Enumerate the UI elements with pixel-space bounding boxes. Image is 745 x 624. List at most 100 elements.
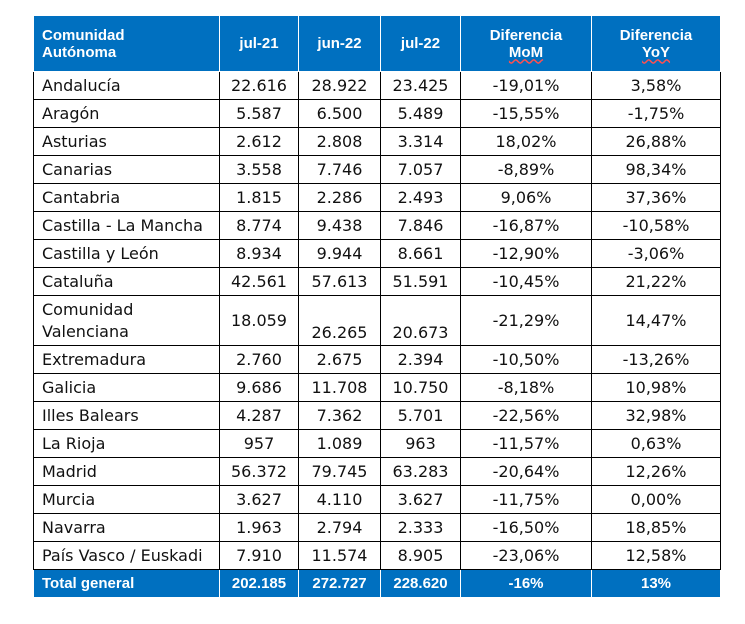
cell-jul22: 7.846	[380, 211, 461, 240]
header-jul22: jul-22	[380, 15, 461, 72]
cell-yoy: -13,26%	[591, 345, 721, 374]
cell-jun22: 11.708	[298, 373, 381, 402]
region-name: País Vasco / Euskadi	[33, 541, 220, 570]
cell-yoy: 0,00%	[591, 485, 721, 514]
cell-yoy: 10,98%	[591, 373, 721, 402]
total-yoy: 13%	[591, 569, 721, 598]
table-row: Cantabria 1.815 2.286 2.493 9,06% 37,36%	[33, 183, 721, 212]
cell-jun22: 4.110	[298, 485, 381, 514]
cell-yoy: 26,88%	[591, 127, 721, 156]
cell-jul22: 8.661	[380, 239, 461, 268]
region-name: Murcia	[33, 485, 220, 514]
cell-jul22: 10.750	[380, 373, 461, 402]
cell-yoy: 21,22%	[591, 267, 721, 296]
region-name: Extremadura	[33, 345, 220, 374]
total-jul22: 228.620	[380, 569, 461, 598]
region-name: Illes Balears	[33, 401, 220, 430]
cell-yoy: 18,85%	[591, 513, 721, 542]
cell-jul22: 3.314	[380, 127, 461, 156]
table-row: Illes Balears 4.287 7.362 5.701 -22,56% 32,98…	[33, 401, 721, 430]
cell-jul21: 1.815	[219, 183, 299, 212]
cell-jun22: 57.613	[298, 267, 381, 296]
cell-jul22: 7.057	[380, 155, 461, 184]
cell-jul21: 7.910	[219, 541, 299, 570]
cell-jul22: 3.627	[380, 485, 461, 514]
cell-jul22: 23.425	[380, 71, 461, 100]
table-row: Cataluña 42.561 57.613 51.591 -10,45% 21,22%	[33, 267, 721, 296]
table-row: Madrid 56.372 79.745 63.283 -20,64% 12,26%	[33, 457, 721, 486]
cell-mom: -21,29%	[460, 295, 592, 346]
cell-mom: -10,50%	[460, 345, 592, 374]
table-row: Castilla y León 8.934 9.944 8.661 -12,90% -3,…	[33, 239, 721, 268]
cell-mom: -8,89%	[460, 155, 592, 184]
table-row: Murcia 3.627 4.110 3.627 -11,75% 0,00%	[33, 485, 721, 514]
total-row: Total general 202.185 272.727 228.620 -1…	[33, 569, 721, 598]
header-jul21: jul-21	[219, 15, 299, 72]
cell-yoy: 37,36%	[591, 183, 721, 212]
region-name: La Rioja	[33, 429, 220, 458]
cell-mom: -23,06%	[460, 541, 592, 570]
cell-jul22: 2.394	[380, 345, 461, 374]
header-mom: Diferencia MoM	[460, 15, 592, 72]
cell-yoy: 98,34%	[591, 155, 721, 184]
cell-jun22: 1.089	[298, 429, 381, 458]
table-row: Comunidad Valenciana 18.059 26.265 20.673 -2…	[33, 295, 721, 346]
cell-jul21: 4.287	[219, 401, 299, 430]
cell-jun22: 2.286	[298, 183, 381, 212]
cell-jun22: 7.746	[298, 155, 381, 184]
cell-mom: -16,87%	[460, 211, 592, 240]
header-jun22: jun-22	[298, 15, 381, 72]
cell-jul21: 8.934	[219, 239, 299, 268]
cell-jul21: 3.558	[219, 155, 299, 184]
table-row: País Vasco / Euskadi 7.910 11.574 8.905 -23,…	[33, 541, 721, 570]
cell-jul22: 63.283	[380, 457, 461, 486]
cell-yoy: 12,58%	[591, 541, 721, 570]
table-row: Extremadura 2.760 2.675 2.394 -10,50% -13,26%	[33, 345, 721, 374]
cell-jul21: 22.616	[219, 71, 299, 100]
cell-jul22: 5.701	[380, 401, 461, 430]
table-row: Aragón 5.587 6.500 5.489 -15,55% -1,75%	[33, 99, 721, 128]
table-row: Galicia 9.686 11.708 10.750 -8,18% 10,98%	[33, 373, 721, 402]
cell-jun22: 6.500	[298, 99, 381, 128]
cell-mom: -15,55%	[460, 99, 592, 128]
cell-yoy: 32,98%	[591, 401, 721, 430]
header-region: Comunidad Autónoma	[33, 15, 220, 72]
cell-mom: -22,56%	[460, 401, 592, 430]
cell-mom: -20,64%	[460, 457, 592, 486]
cell-jun22: 79.745	[298, 457, 381, 486]
table-row: Navarra 1.963 2.794 2.333 -16,50% 18,85%	[33, 513, 721, 542]
cell-jun22: 11.574	[298, 541, 381, 570]
total-jun22: 272.727	[298, 569, 381, 598]
cell-jun22: 9.438	[298, 211, 381, 240]
cell-jul22: 5.489	[380, 99, 461, 128]
region-name: Aragón	[33, 99, 220, 128]
header-row: Comunidad Autónoma jul-21 jun-22 jul-22 …	[33, 15, 721, 72]
cell-mom: -12,90%	[460, 239, 592, 268]
cell-yoy: 3,58%	[591, 71, 721, 100]
table-row: Canarias 3.558 7.746 7.057 -8,89% 98,34%	[33, 155, 721, 184]
cell-mom: -11,57%	[460, 429, 592, 458]
region-name: Asturias	[33, 127, 220, 156]
cell-jun22: 2.675	[298, 345, 381, 374]
cell-jul21: 5.587	[219, 99, 299, 128]
cell-jul22: 8.905	[380, 541, 461, 570]
region-name: Madrid	[33, 457, 220, 486]
region-name: Comunidad Valenciana	[33, 295, 220, 346]
table-row: Andalucía 22.616 28.922 23.425 -19,01% 3,58%	[33, 71, 721, 100]
cell-jul21: 56.372	[219, 457, 299, 486]
cell-mom: 18,02%	[460, 127, 592, 156]
cell-jul22: 963	[380, 429, 461, 458]
region-name: Castilla y León	[33, 239, 220, 268]
region-name: Canarias	[33, 155, 220, 184]
cell-jun22: 2.808	[298, 127, 381, 156]
cell-jun22: 28.922	[298, 71, 381, 100]
cell-jul21: 957	[219, 429, 299, 458]
cell-mom: -11,75%	[460, 485, 592, 514]
cell-jun22: 9.944	[298, 239, 381, 268]
region-name: Cantabria	[33, 183, 220, 212]
header-yoy: Diferencia YoY	[591, 15, 721, 72]
cell-jul21: 9.686	[219, 373, 299, 402]
table-row: Asturias 2.612 2.808 3.314 18,02% 26,88%	[33, 127, 721, 156]
cell-yoy: -1,75%	[591, 99, 721, 128]
cell-jun22: 2.794	[298, 513, 381, 542]
